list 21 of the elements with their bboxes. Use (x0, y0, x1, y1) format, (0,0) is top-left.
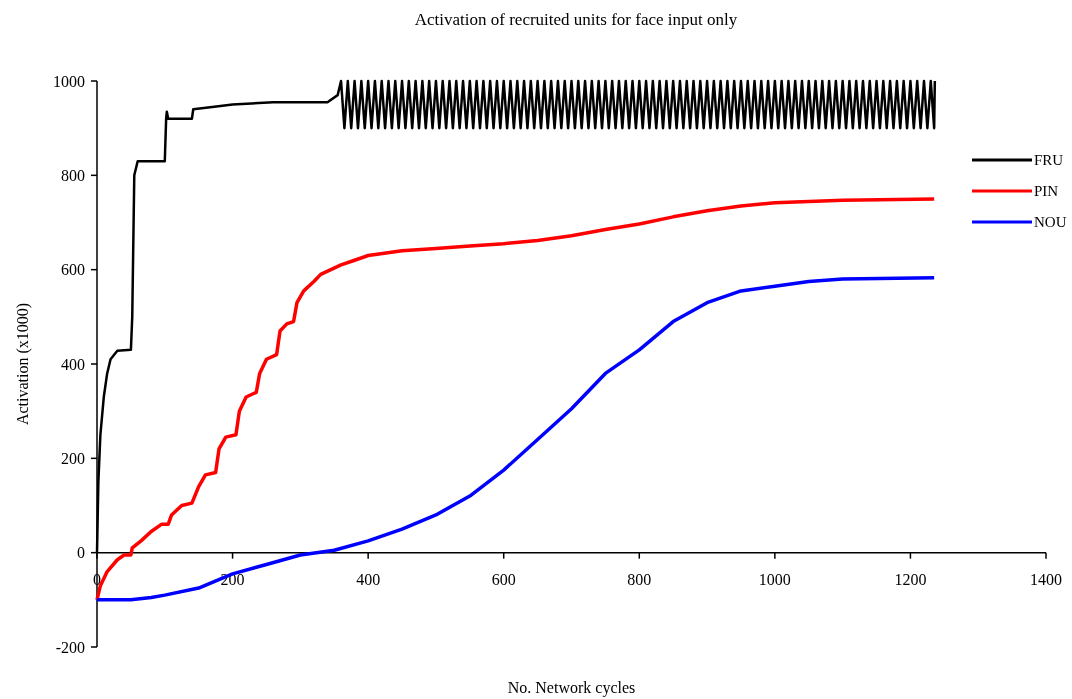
x-tick-label: 600 (491, 570, 516, 588)
y-axis-title: Activation (x1000) (14, 302, 32, 426)
y-tick-label: 800 (61, 166, 85, 184)
y-tick-label: -200 (55, 638, 85, 656)
legend-label: FRU (1034, 152, 1064, 169)
x-tick-label: 800 (627, 570, 652, 588)
x-axis-title: No. Network cycles (507, 679, 636, 697)
y-tick-label: 1000 (53, 72, 85, 90)
x-tick-label: 1000 (758, 570, 791, 588)
y-tick-label: 600 (61, 261, 85, 279)
y-tick-label: 200 (61, 449, 85, 467)
x-tick-label: 400 (356, 570, 381, 588)
x-tick-label: 1200 (894, 570, 927, 588)
line-series (95, 275, 936, 602)
chart-title: Activation of recruited units for face input only (414, 10, 738, 29)
line-series (95, 197, 936, 602)
y-tick-label: 0 (77, 544, 85, 562)
legend-label: NOU (1034, 214, 1067, 231)
legend-label: PIN (1034, 183, 1059, 200)
y-tick-label: 400 (61, 355, 85, 373)
x-tick-label: 1400 (1030, 570, 1062, 588)
